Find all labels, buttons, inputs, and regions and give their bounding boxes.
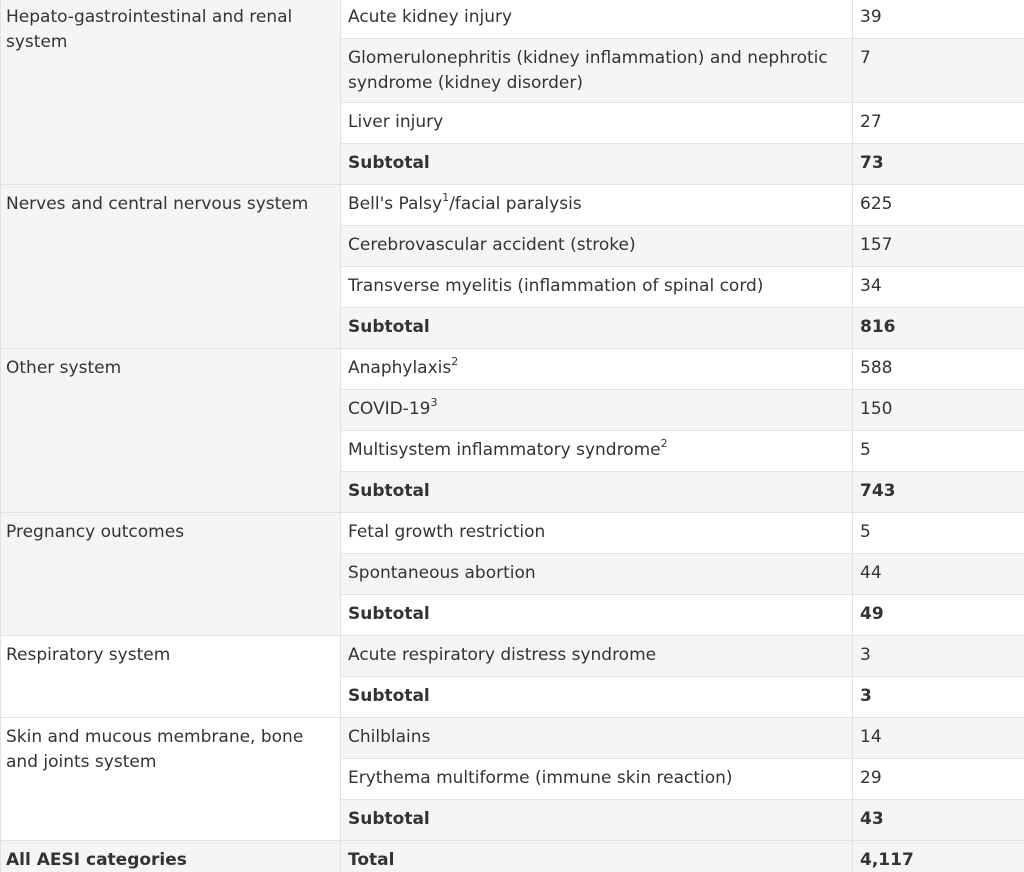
event-label: Liver injury <box>348 112 444 132</box>
count-cell: 625 <box>852 184 1024 226</box>
subtotal-label: Subtotal <box>340 594 853 636</box>
table-row: Multisystem inflammatory syndrome2 5 <box>1 430 1024 472</box>
event-label: COVID-19 <box>348 399 431 419</box>
count-cell: 588 <box>852 348 1024 390</box>
event-label: Chilblains <box>348 727 431 747</box>
count-cell: 14 <box>852 717 1024 759</box>
category-cell: Respiratory system <box>0 635 341 718</box>
count-cell: 150 <box>852 389 1024 431</box>
event-label: Multisystem inflammatory syndrome <box>348 440 661 460</box>
subtotal-row: Subtotal 49 <box>1 594 1024 636</box>
event-cell: Fetal growth restriction <box>340 512 853 554</box>
count-cell: 34 <box>852 266 1024 308</box>
footnote-marker: 2 <box>451 355 459 369</box>
subtotal-value: 816 <box>852 307 1024 349</box>
subtotal-row: Subtotal 3 <box>1 676 1024 718</box>
event-cell: Glomerulonephritis (kidney inflammation)… <box>340 38 853 103</box>
table-row: Glomerulonephritis (kidney inflammation)… <box>1 38 1024 103</box>
event-label: Cerebrovascular accident (stroke) <box>348 235 636 255</box>
subtotal-value: 49 <box>852 594 1024 636</box>
event-label: Acute respiratory distress syndrome <box>348 645 657 665</box>
category-cell: Pregnancy outcomes <box>0 512 341 636</box>
table-row: Liver injury 27 <box>1 102 1024 144</box>
count-cell: 29 <box>852 758 1024 800</box>
subtotal-label: Subtotal <box>340 799 853 841</box>
event-cell: Anaphylaxis2 <box>340 348 853 390</box>
subtotal-value: 43 <box>852 799 1024 841</box>
category-cell: Skin and mucous membrane, bone and joint… <box>0 717 341 841</box>
category-cell: Hepato-gastrointestinal and renal system <box>0 0 341 185</box>
subtotal-value: 3 <box>852 676 1024 718</box>
table-row: Hepato-gastrointestinal and renal system… <box>0 0 1024 185</box>
total-row: All AESI categories Total 4,117 <box>0 840 1024 872</box>
subtotal-label: Subtotal <box>340 307 853 349</box>
footnote-marker: 3 <box>430 396 438 410</box>
event-label-suffix: /facial paralysis <box>449 194 582 214</box>
event-cell: Bell's Palsy1/facial paralysis <box>340 184 853 226</box>
table-row: Pregnancy outcomes Fetal growth restricti… <box>0 512 1024 636</box>
count-cell: 5 <box>852 512 1024 554</box>
total-category: All AESI categories <box>0 840 341 872</box>
total-label: Total <box>340 840 853 872</box>
count-cell: 157 <box>852 225 1024 267</box>
table-row: Skin and mucous membrane, bone and joint… <box>0 717 1024 841</box>
total-value: 4,117 <box>852 840 1024 872</box>
count-cell: 5 <box>852 430 1024 472</box>
event-label: Erythema multiforme (immune skin reactio… <box>348 768 733 788</box>
table-row: Spontaneous abortion 44 <box>1 553 1024 595</box>
table-row: Cerebrovascular accident (stroke) 157 <box>1 225 1024 267</box>
subtotal-value: 743 <box>852 471 1024 513</box>
table-row: Erythema multiforme (immune skin reactio… <box>1 758 1024 800</box>
event-label: Anaphylaxis <box>348 358 452 378</box>
event-cell: Erythema multiforme (immune skin reactio… <box>340 758 853 800</box>
count-cell: 7 <box>852 38 1024 103</box>
table-row: COVID-193 150 <box>1 389 1024 431</box>
subtotal-row: Subtotal 43 <box>1 799 1024 841</box>
event-cell: Multisystem inflammatory syndrome2 <box>340 430 853 472</box>
event-label: Glomerulonephritis (kidney inflammation)… <box>348 48 828 93</box>
event-cell: Acute respiratory distress syndrome <box>340 635 853 677</box>
event-cell: Cerebrovascular accident (stroke) <box>340 225 853 267</box>
subtotal-label: Subtotal <box>340 143 853 185</box>
subtotal-value: 73 <box>852 143 1024 185</box>
count-cell: 44 <box>852 553 1024 595</box>
table-row: Transverse myelitis (inflammation of spi… <box>1 266 1024 308</box>
count-cell: 39 <box>852 0 1024 39</box>
event-cell: COVID-193 <box>340 389 853 431</box>
event-label: Bell's Palsy <box>348 194 443 214</box>
event-label: Transverse myelitis (inflammation of spi… <box>348 276 764 296</box>
table-row: Nerves and central nervous system Bell's … <box>0 184 1024 349</box>
event-cell: Transverse myelitis (inflammation of spi… <box>340 266 853 308</box>
footnote-marker: 1 <box>442 191 450 205</box>
footnote-marker: 2 <box>660 437 668 451</box>
table-row: Other system Anaphylaxis2 588 <box>0 348 1024 513</box>
event-cell: Acute kidney injury <box>340 0 853 39</box>
subtotal-row: Subtotal 743 <box>1 471 1024 513</box>
event-label: Spontaneous abortion <box>348 563 536 583</box>
table-row: Respiratory system Acute respiratory dist… <box>0 635 1024 718</box>
event-cell: Spontaneous abortion <box>340 553 853 595</box>
category-cell: Nerves and central nervous system <box>0 184 341 349</box>
category-cell: Other system <box>0 348 341 513</box>
event-label: Acute kidney injury <box>348 7 513 27</box>
count-cell: 27 <box>852 102 1024 144</box>
event-label: Fetal growth restriction <box>348 522 546 542</box>
event-cell: Liver injury <box>340 102 853 144</box>
count-cell: 3 <box>852 635 1024 677</box>
event-cell: Chilblains <box>340 717 853 759</box>
subtotal-row: Subtotal 73 <box>1 143 1024 185</box>
subtotal-label: Subtotal <box>340 471 853 513</box>
subtotal-label: Subtotal <box>340 676 853 718</box>
